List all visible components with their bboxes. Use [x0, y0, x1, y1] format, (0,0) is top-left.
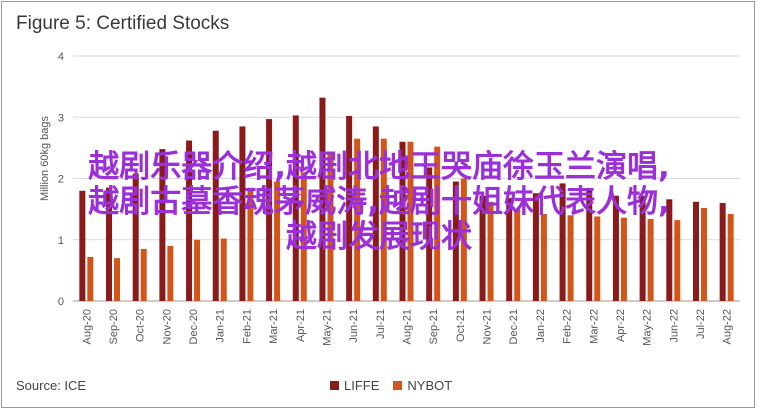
bar-liffe	[239, 126, 246, 301]
gridlines	[73, 55, 740, 302]
x-tick-label: Jun-21	[348, 309, 360, 343]
bar-liffe	[612, 195, 619, 301]
bar-nybot	[674, 220, 681, 301]
legend-item-nybot: NYBOT	[393, 378, 452, 393]
x-tick-label: Jul-22	[695, 309, 707, 339]
bar-liffe	[719, 203, 726, 301]
bar-nybot	[407, 141, 414, 301]
x-tick-label: Nov-20	[161, 309, 173, 344]
x-tick-label: Dec-21	[508, 309, 520, 344]
x-tick-label: Sep-21	[428, 309, 440, 344]
bars	[79, 97, 734, 302]
bar-nybot	[700, 207, 707, 301]
x-tick-label: Feb-22	[562, 309, 574, 344]
x-tick-label: Dec-20	[188, 309, 200, 344]
bar-nybot	[354, 138, 361, 301]
x-axis-ticks: Aug-20 Sep-20 Oct-20 Nov-20 Dec-20 Jan-21 Feb-…	[81, 309, 733, 346]
bar-liffe	[212, 130, 219, 301]
legend: LIFFE NYBOT	[330, 378, 466, 393]
x-tick-label: Aug-20	[81, 309, 93, 344]
bar-nybot	[220, 238, 227, 301]
bar-nybot	[540, 214, 547, 301]
bar-liffe	[106, 187, 113, 301]
bar-nybot	[167, 245, 174, 301]
x-tick-label: Jan-21	[215, 309, 227, 343]
y-tick-label: 3	[58, 112, 64, 124]
bar-nybot	[274, 181, 281, 301]
y-axis-label: Million 60kg bags	[39, 116, 51, 201]
bar-liffe	[159, 149, 166, 301]
x-tick-label: Aug-22	[722, 309, 734, 344]
bar-liffe	[346, 116, 353, 302]
x-tick-label: Nov-21	[482, 309, 494, 344]
x-tick-label: Feb-21	[241, 309, 253, 344]
bar-liffe	[372, 126, 379, 301]
x-tick-label: Aug-21	[402, 309, 414, 344]
bar-liffe	[532, 193, 539, 301]
bar-nybot	[327, 154, 334, 301]
bar-liffe	[186, 140, 193, 301]
legend-swatch-liffe	[330, 381, 339, 390]
y-tick-label: 4	[58, 51, 64, 63]
bar-nybot	[727, 214, 734, 301]
bar-nybot	[567, 215, 574, 301]
y-axis-ticks: 0 1 2 3 4	[58, 51, 64, 308]
legend-item-liffe: LIFFE	[330, 378, 379, 393]
bar-nybot	[114, 258, 121, 301]
bar-nybot	[620, 217, 627, 301]
bar-nybot	[380, 138, 387, 301]
bar-nybot	[247, 187, 254, 301]
x-tick-label: Jun-22	[668, 309, 680, 343]
bar-nybot	[460, 178, 467, 301]
x-tick-label: Mar-21	[268, 309, 280, 344]
x-tick-label: Oct-21	[455, 309, 467, 342]
bar-liffe	[559, 183, 566, 301]
y-tick-label: 2	[58, 174, 64, 186]
bar-liffe	[132, 173, 139, 301]
bar-liffe	[586, 188, 593, 301]
legend-label-liffe: LIFFE	[344, 378, 380, 393]
bar-nybot	[434, 146, 441, 301]
bar-liffe	[426, 167, 433, 301]
bar-liffe	[79, 190, 86, 301]
bar-nybot	[647, 218, 654, 301]
bar-nybot	[194, 239, 201, 301]
x-tick-label: Apr-22	[615, 309, 627, 342]
x-tick-label: Oct-20	[135, 309, 147, 342]
x-tick-label: Mar-22	[588, 309, 600, 344]
bar-liffe	[506, 198, 513, 301]
legend-label-nybot: NYBOT	[407, 378, 453, 393]
bar-liffe	[399, 141, 406, 301]
bar-nybot	[300, 172, 307, 301]
bar-liffe	[319, 97, 326, 302]
y-tick-label: 0	[58, 296, 64, 308]
source-note: Source: ICE	[16, 378, 87, 393]
bar-liffe	[479, 195, 486, 301]
bar-liffe	[692, 201, 699, 301]
bar-liffe	[266, 119, 273, 302]
bar-nybot	[514, 209, 521, 301]
bar-liffe	[666, 199, 673, 301]
chart-title: Figure 5: Certified Stocks	[16, 13, 230, 34]
bar-nybot	[594, 216, 601, 301]
x-tick-label: Apr-21	[295, 309, 307, 342]
x-tick-label: May-21	[321, 309, 333, 346]
x-tick-label: Jul-21	[375, 309, 387, 339]
bar-liffe	[452, 181, 459, 301]
legend-swatch-nybot	[393, 381, 403, 390]
x-tick-label: May-22	[642, 309, 654, 346]
bar-nybot	[487, 201, 494, 301]
bar-nybot	[87, 256, 94, 301]
bar-liffe	[639, 195, 646, 301]
bar-liffe	[292, 115, 299, 301]
bar-nybot	[140, 248, 147, 301]
x-tick-label: Sep-20	[108, 309, 120, 344]
y-tick-label: 1	[58, 235, 64, 247]
x-tick-label: Jan-22	[535, 309, 547, 343]
